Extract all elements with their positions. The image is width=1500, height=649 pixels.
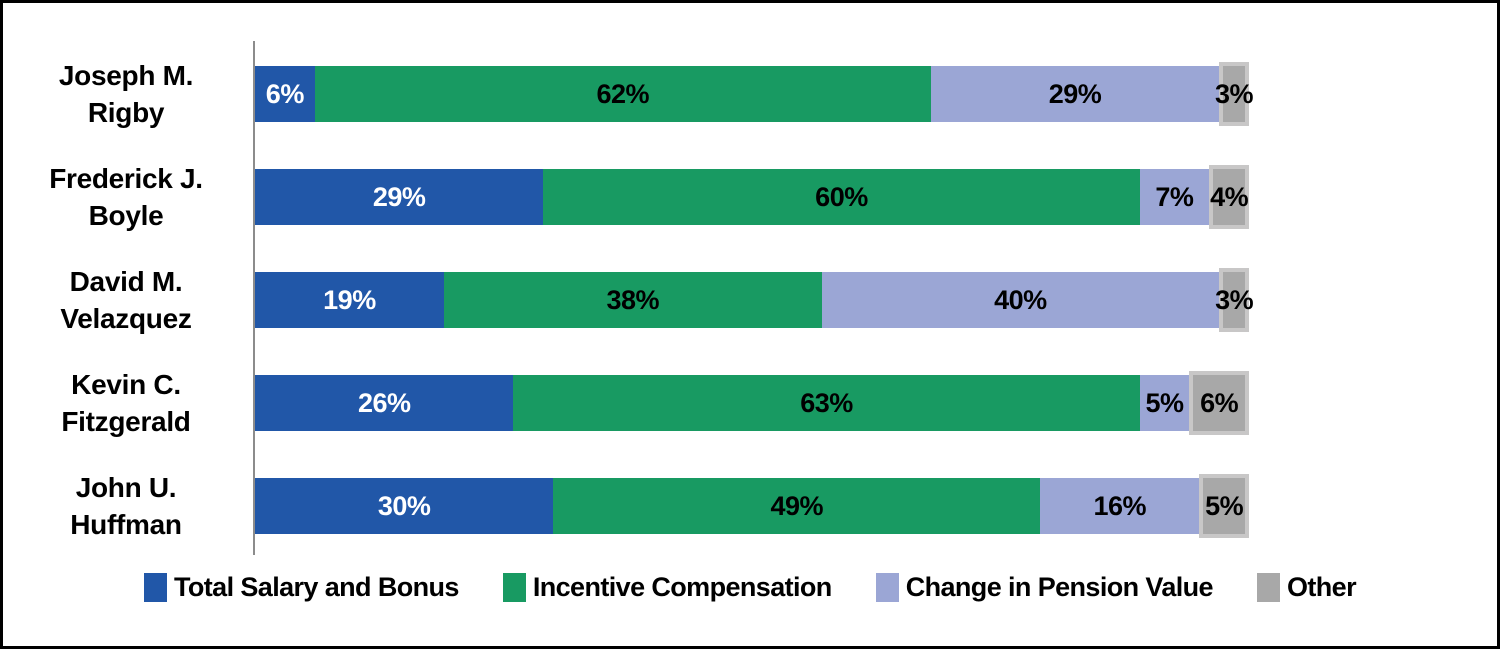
bar-value-label: 6% [1200, 387, 1239, 418]
legend-swatch-change-in-pension-value [875, 572, 899, 602]
legend: Total Salary and Bonus Incentive Compensa… [3, 561, 1497, 613]
legend-label: Total Salary and Bonus [173, 571, 459, 602]
bar-segment-other: 6% [1189, 371, 1249, 435]
bar-value-label: 4% [1210, 181, 1249, 212]
bar-row: Joseph M. Rigby 6% 62% 29% 3% [3, 44, 1497, 144]
bar-segment-total-salary-and-bonus: 30% [255, 478, 554, 534]
legend-label: Other [1286, 571, 1357, 602]
category-label-line: Frederick J. [49, 163, 203, 194]
legend-item-incentive-compensation: Incentive Compensation [502, 571, 832, 603]
bar-value-label: 60% [815, 181, 868, 212]
bar-segment-change-in-pension-value: 7% [1139, 169, 1210, 225]
bar-value-label: 5% [1205, 490, 1244, 521]
bar-segment-other: 3% [1215, 268, 1254, 332]
category-label-line: John U. [75, 472, 177, 503]
bar-segment-incentive-compensation: 60% [543, 169, 1140, 225]
y-axis-line [253, 41, 255, 555]
bar-segment-other: 3% [1215, 62, 1254, 126]
legend-item-change-in-pension-value: Change in Pension Value [875, 571, 1214, 603]
legend-item-total-salary-and-bonus: Total Salary and Bonus [143, 571, 459, 603]
legend-swatch-other [1256, 572, 1280, 602]
stacked-bar: 29% 60% 7% 4% [255, 165, 1249, 229]
category-label-david-m-velazquez: David M. Velazquez [3, 250, 249, 350]
legend-swatch-total-salary-and-bonus [143, 572, 167, 602]
bar-segment-change-in-pension-value: 29% [930, 66, 1220, 122]
bar-segment-incentive-compensation: 62% [314, 66, 931, 122]
bar-segment-other: 4% [1209, 165, 1249, 229]
bar-value-label: 63% [800, 387, 853, 418]
bar-value-label: 29% [1048, 78, 1102, 109]
bar-row: Frederick J. Boyle 29% 60% 7% 4% [3, 147, 1497, 247]
bar-value-label: 49% [770, 490, 823, 521]
bar-value-label: 40% [994, 284, 1047, 315]
category-label-line: Fitzgerald [61, 406, 191, 437]
bar-value-label: 29% [372, 181, 426, 212]
bar-value-label: 5% [1145, 387, 1184, 418]
bar-row: David M. Velazquez 19% 38% 40% 3% [3, 250, 1497, 350]
bar-segment-total-salary-and-bonus: 29% [255, 169, 544, 225]
bar-value-label: 3% [1215, 78, 1254, 109]
bar-value-label: 6% [265, 78, 305, 109]
bar-value-label: 19% [323, 284, 376, 315]
legend-item-other: Other [1256, 571, 1357, 603]
category-label-line: Boyle [88, 200, 164, 231]
category-label-joseph-m-rigby: Joseph M. Rigby [3, 44, 249, 144]
category-label-line: David M. [69, 266, 183, 297]
bar-value-label: 26% [357, 387, 411, 418]
category-label-line: Rigby [87, 97, 165, 128]
bar-segment-total-salary-and-bonus: 6% [255, 66, 315, 122]
bar-value-label: 62% [596, 78, 650, 109]
legend-label: Change in Pension Value [905, 571, 1214, 602]
bar-value-label: 7% [1155, 181, 1194, 212]
category-label-kevin-c-fitzgerald: Kevin C. Fitzgerald [3, 353, 249, 453]
bar-value-label: 38% [606, 284, 659, 315]
stacked-bar: 30% 49% 16% 5% [255, 474, 1249, 538]
plot-area: Joseph M. Rigby 6% 62% 29% 3% Frederick J. Boyl… [3, 3, 1497, 646]
stacked-bar: 6% 62% 29% 3% [255, 62, 1254, 126]
bar-value-label: 30% [377, 490, 431, 521]
bar-segment-incentive-compensation: 49% [553, 478, 1041, 534]
bar-segment-incentive-compensation: 38% [443, 272, 822, 328]
category-label-john-u-huffman: John U. Huffman [3, 456, 249, 556]
bar-segment-change-in-pension-value: 5% [1139, 375, 1190, 431]
bar-segment-total-salary-and-bonus: 26% [255, 375, 514, 431]
category-label-line: Huffman [70, 509, 182, 540]
bar-segment-incentive-compensation: 63% [513, 375, 1140, 431]
bar-segment-change-in-pension-value: 40% [821, 272, 1220, 328]
bar-segment-change-in-pension-value: 16% [1040, 478, 1200, 534]
category-label-line: Velazquez [60, 303, 192, 334]
category-label-line: Kevin C. [71, 369, 181, 400]
bar-row: Kevin C. Fitzgerald 26% 63% 5% 6% [3, 353, 1497, 453]
category-label-frederick-j-boyle: Frederick J. Boyle [3, 147, 249, 247]
category-label-line: Joseph M. [58, 60, 194, 91]
bar-value-label: 3% [1215, 284, 1254, 315]
legend-swatch-incentive-compensation [502, 572, 526, 602]
bar-row: John U. Huffman 30% 49% 16% 5% [3, 456, 1497, 556]
bar-value-label: 16% [1093, 490, 1147, 521]
bar-segment-other: 5% [1199, 474, 1249, 538]
stacked-bar: 19% 38% 40% 3% [255, 268, 1254, 332]
legend-label: Incentive Compensation [532, 571, 832, 602]
bar-segment-total-salary-and-bonus: 19% [255, 272, 444, 328]
stacked-bar: 26% 63% 5% 6% [255, 371, 1249, 435]
